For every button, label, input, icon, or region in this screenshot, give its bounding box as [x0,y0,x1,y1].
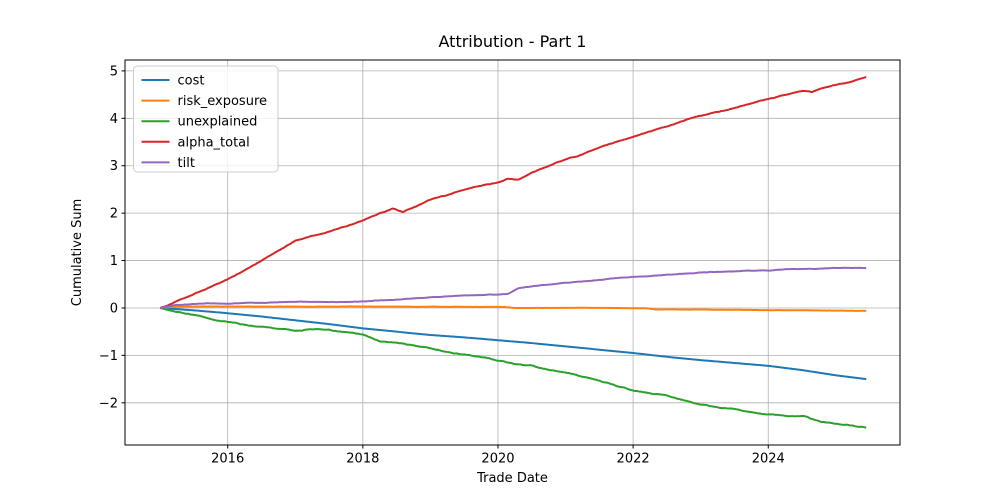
y-tick-label: 1 [110,254,118,269]
y-axis: −2 −1 0 1 2 3 4 5 Cumulative Sum [70,64,125,411]
series-cost-line [160,306,867,381]
x-axis-label: Trade Date [476,471,548,486]
x-tick-label: 2016 [211,452,244,467]
x-tick-label: 2020 [481,452,514,467]
x-axis: 2016 2018 2020 2022 2024 Trade Date [211,445,785,486]
y-tick-label: 5 [110,64,118,79]
legend: cost risk_exposure unexplained alpha_totalt… [133,65,279,173]
chart-title: Attribution - Part 1 [439,32,587,51]
series-alpha_total-line [159,76,867,309]
legend-label: alpha_total [178,135,250,150]
x-tick-label: 2024 [752,452,785,467]
y-tick-label: 3 [110,159,118,174]
legend-box [133,65,279,173]
series-tilt-line [159,266,867,309]
x-tick-label: 2022 [617,452,650,467]
series-lines [159,76,867,429]
y-axis-label: Cumulative Sum [70,199,85,307]
y-tick-label: 2 [110,207,118,222]
y-tick-label: −2 [99,396,118,411]
x-tick-label: 2018 [346,452,379,467]
y-tick-label: 4 [110,112,118,127]
legend-item-unexplained: unexplained [141,115,258,130]
legend-label: unexplained [178,115,258,130]
y-tick-label: 0 [110,301,118,316]
legend-label: risk_exposure [178,94,268,109]
y-tick-label: −1 [99,349,118,364]
series-unexplained-line [159,306,867,429]
legend-item-tilt: tilt [141,156,195,171]
axes-spines [124,59,901,446]
legend-item-alpha_total: alpha_total [141,135,250,150]
legend-item-risk_exposure: risk_exposure [141,94,268,109]
legend-label: tilt [178,156,195,171]
legend-label: cost [178,74,205,89]
series-risk_exposure-line [160,305,867,312]
legend-item-cost: cost [141,74,205,89]
